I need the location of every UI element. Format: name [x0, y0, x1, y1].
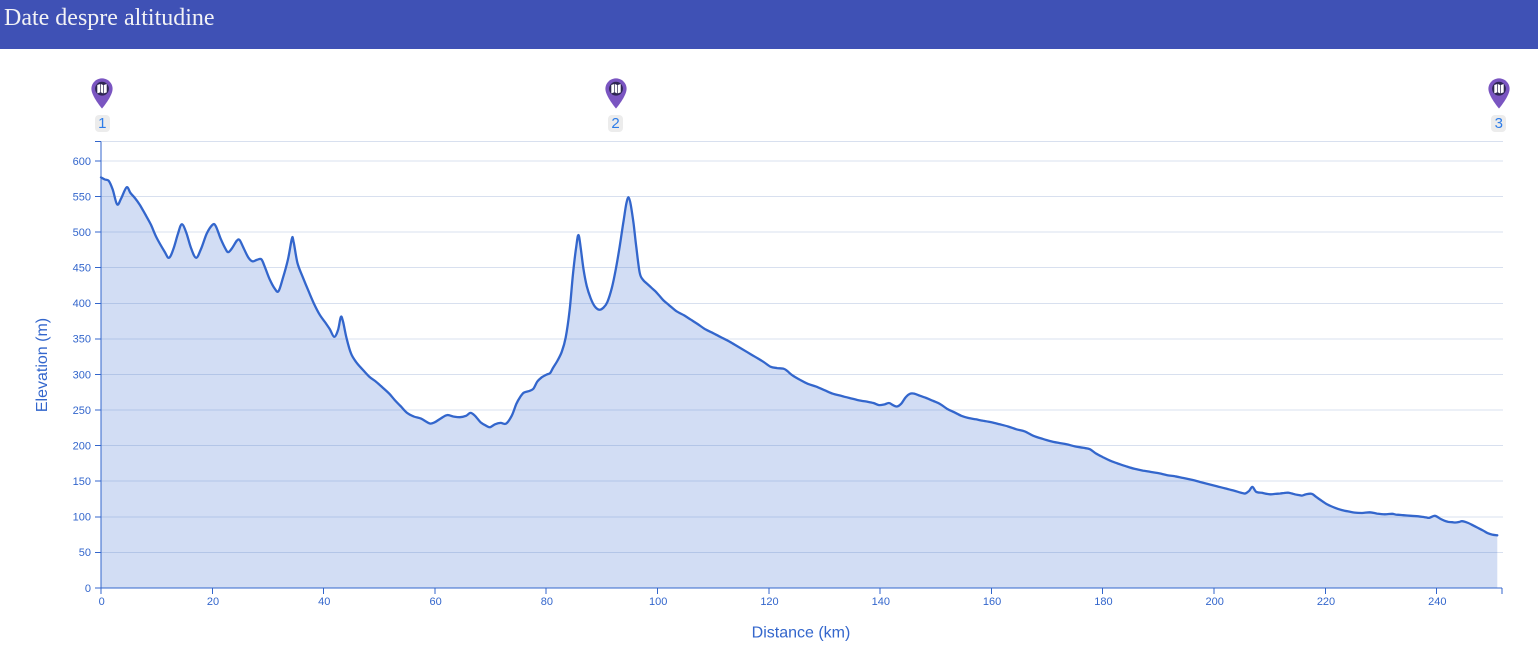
- svg-text:100: 100: [649, 596, 667, 608]
- svg-text:160: 160: [983, 596, 1001, 608]
- svg-text:200: 200: [1206, 596, 1224, 608]
- svg-text:60: 60: [429, 596, 441, 608]
- svg-text:120: 120: [760, 596, 778, 608]
- svg-text:200: 200: [73, 441, 91, 453]
- svg-text:Elevation (m): Elevation (m): [34, 318, 51, 412]
- svg-text:0: 0: [99, 596, 105, 608]
- svg-text:40: 40: [318, 596, 330, 608]
- svg-text:50: 50: [79, 547, 91, 559]
- svg-text:240: 240: [1428, 596, 1446, 608]
- svg-text:Distance (km): Distance (km): [752, 625, 851, 642]
- svg-text:600: 600: [73, 156, 91, 168]
- svg-text:500: 500: [73, 227, 91, 239]
- svg-text:250: 250: [73, 405, 91, 417]
- svg-text:180: 180: [1094, 596, 1112, 608]
- svg-text:80: 80: [541, 596, 553, 608]
- svg-text:150: 150: [73, 476, 91, 488]
- svg-text:550: 550: [73, 191, 91, 203]
- svg-text:450: 450: [73, 263, 91, 275]
- svg-text:300: 300: [73, 369, 91, 381]
- svg-text:100: 100: [73, 512, 91, 524]
- svg-text:0: 0: [85, 583, 91, 595]
- svg-text:220: 220: [1317, 596, 1335, 608]
- svg-text:400: 400: [73, 298, 91, 310]
- svg-text:20: 20: [207, 596, 219, 608]
- svg-text:140: 140: [872, 596, 890, 608]
- svg-text:350: 350: [73, 334, 91, 346]
